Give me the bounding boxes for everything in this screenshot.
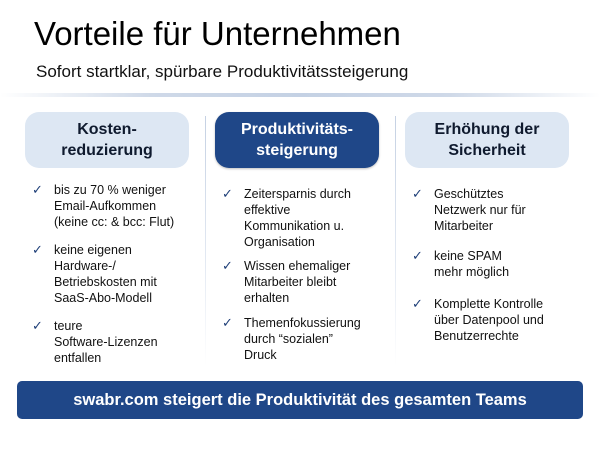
summary-banner: swabr.com steigert die Produktivität des… <box>17 381 583 419</box>
checkmark-icon: ✓ <box>222 315 233 330</box>
column-productivity: Produktivitäts- steigerung ✓ Zeitersparn… <box>208 112 398 372</box>
checkmark-icon: ✓ <box>412 248 423 263</box>
column-separator <box>395 116 396 366</box>
checkmark-icon: ✓ <box>412 186 423 201</box>
column-security: Erhöhung der Sicherheit ✓ Geschütztes Ne… <box>398 112 588 372</box>
checkmark-icon: ✓ <box>32 182 43 197</box>
checkmark-icon: ✓ <box>32 318 43 333</box>
checkmark-icon: ✓ <box>32 242 43 257</box>
slide-title: Vorteile für Unternehmen <box>34 15 401 52</box>
title-divider <box>0 93 600 97</box>
checkmark-icon: ✓ <box>222 258 233 273</box>
column-heading-security: Erhöhung der Sicherheit <box>405 112 569 168</box>
checkmark-icon: ✓ <box>412 296 423 311</box>
column-heading-cost-reduction: Kosten- reduzierung <box>25 112 189 168</box>
slide-subtitle: Sofort startklar, spürbare Produktivität… <box>36 62 409 81</box>
checkmark-icon: ✓ <box>222 186 233 201</box>
column-separator <box>205 116 206 366</box>
column-heading-productivity: Produktivitäts- steigerung <box>215 112 379 168</box>
column-cost-reduction: Kosten- reduzierung ✓ bis zu 70 % wenige… <box>18 112 208 372</box>
